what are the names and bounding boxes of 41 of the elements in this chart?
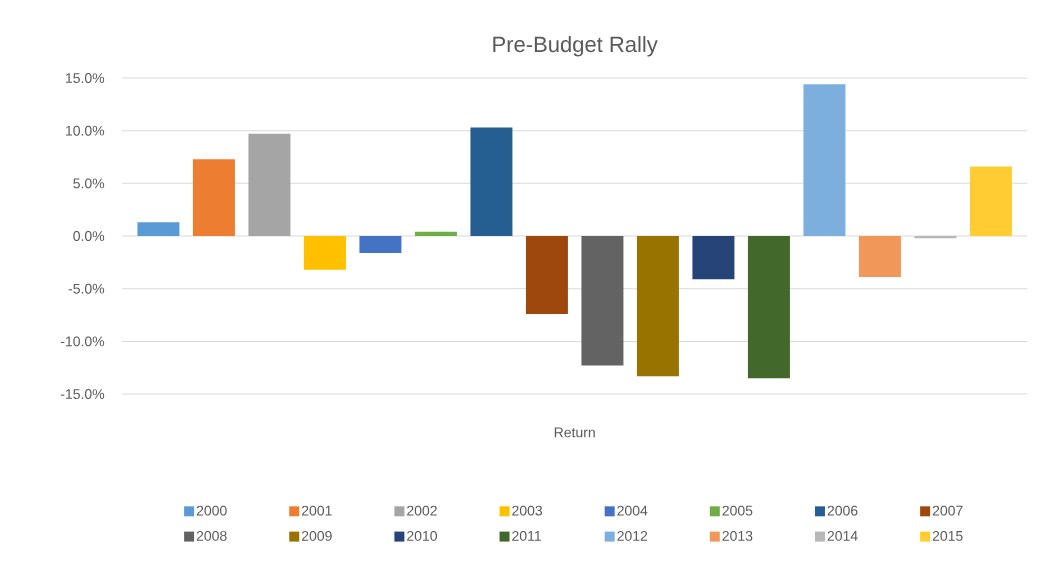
legend-label: 2001 bbox=[301, 505, 332, 516]
bar bbox=[525, 236, 568, 314]
y-tick-label: 0.0% bbox=[73, 231, 105, 241]
legend-label: 2003 bbox=[512, 505, 543, 516]
chart-title: Pre-Budget Rally bbox=[493, 35, 658, 57]
legend-label: 2014 bbox=[827, 530, 858, 541]
legend-label: 2011 bbox=[512, 530, 541, 541]
legend-label: 2006 bbox=[827, 505, 858, 516]
bar bbox=[248, 133, 291, 237]
bar bbox=[803, 84, 846, 237]
legend-label: 2012 bbox=[617, 530, 648, 541]
bar bbox=[914, 236, 957, 239]
bar bbox=[969, 166, 1012, 237]
bar bbox=[414, 231, 457, 237]
legend-label: 2015 bbox=[932, 530, 963, 541]
legend-label: 2007 bbox=[932, 505, 963, 516]
bar bbox=[192, 159, 235, 237]
bar bbox=[858, 236, 901, 278]
bar bbox=[359, 236, 402, 253]
legend-label: 2002 bbox=[407, 505, 437, 516]
y-tick-label: 5.0% bbox=[73, 178, 105, 189]
y-tick-label: 10.0% bbox=[66, 125, 105, 136]
bar bbox=[692, 236, 735, 280]
bar bbox=[470, 127, 513, 237]
y-tick-label: 15.0% bbox=[66, 73, 105, 83]
y-tick-label: -5.0% bbox=[68, 283, 105, 294]
y-tick-label: -10.0% bbox=[60, 336, 105, 347]
y-tick-label: -15.0% bbox=[60, 389, 105, 399]
legend-label: 2000 bbox=[196, 505, 227, 516]
legend-label: 2010 bbox=[407, 530, 437, 541]
bar bbox=[137, 222, 180, 237]
bar bbox=[636, 236, 679, 377]
bar bbox=[581, 236, 624, 366]
bar bbox=[747, 236, 790, 379]
legend-label: 2013 bbox=[722, 530, 753, 541]
legend-label: 2005 bbox=[722, 505, 753, 516]
legend-label: 2008 bbox=[196, 530, 227, 541]
x-tick-label: Return bbox=[554, 427, 595, 438]
legend-label: 2009 bbox=[301, 530, 332, 541]
legend-label: 2004 bbox=[617, 505, 648, 516]
bar bbox=[303, 236, 346, 270]
